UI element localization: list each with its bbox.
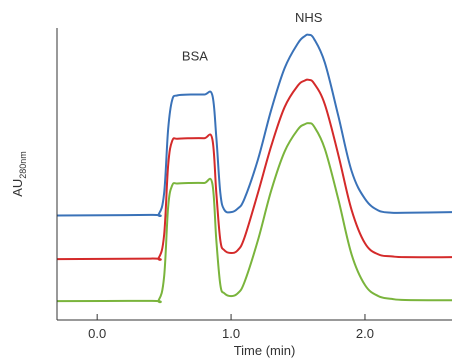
y-axis-label-subscript: 280nm [18, 151, 28, 179]
x-axis-label: Time (min) [234, 343, 296, 358]
x-tick-label: 2.0 [356, 326, 374, 341]
annotation-bsa: BSA [182, 48, 208, 63]
y-axis-label: AU280nm [10, 151, 28, 197]
series-layer [56, 33, 452, 304]
series-line-green [56, 122, 452, 304]
x-tick-label: 1.0 [222, 326, 240, 341]
series-line-blue [56, 33, 452, 217]
x-ticks: 0.0 1.0 2.0 [88, 314, 374, 341]
x-tick-label: 0.0 [88, 326, 106, 341]
y-axis-label-main: AU [10, 179, 25, 197]
series-line-red [56, 78, 452, 261]
annotation-nhs: NHS [295, 10, 323, 25]
